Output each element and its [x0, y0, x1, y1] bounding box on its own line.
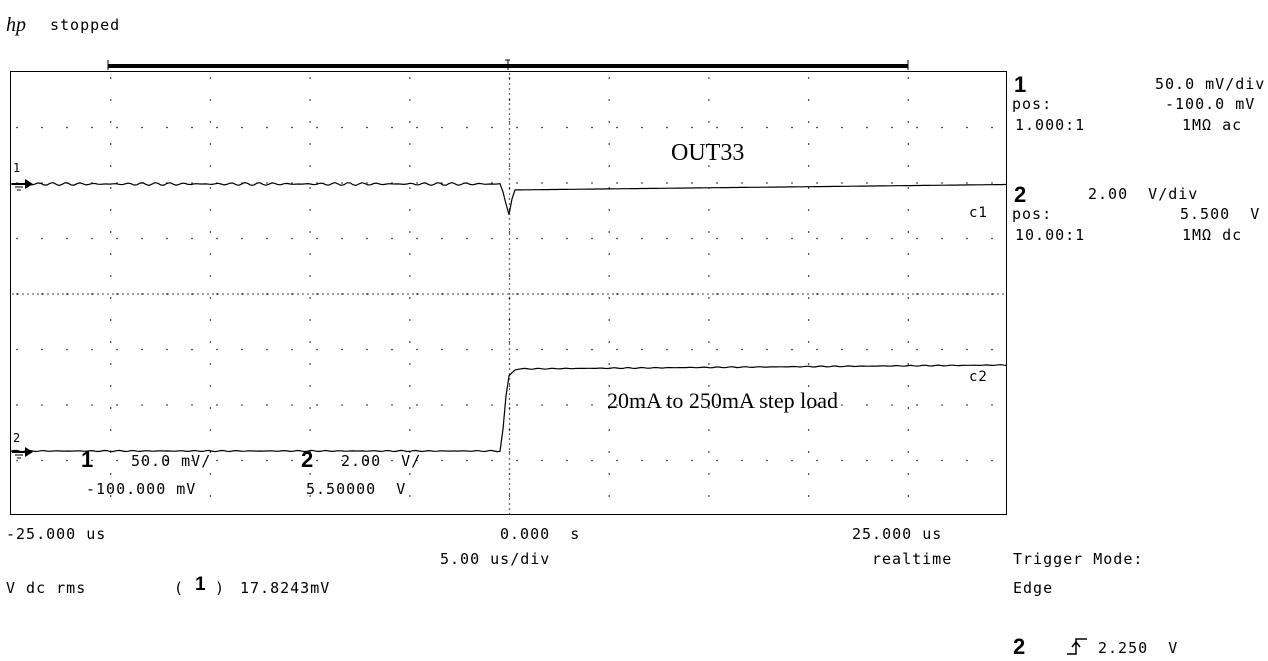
channel-2-ground-marker: 2 [12, 431, 33, 459]
time-left-label: -25.000 us [6, 525, 107, 543]
channel-1-number: 1 [1014, 72, 1027, 97]
trigger-level: 2.250 V [1098, 639, 1179, 657]
trigger-mode: Edge [1013, 579, 1054, 597]
measurement-channel-close: ) [215, 579, 226, 597]
timebase-per-div: 5.00 us/div [440, 550, 551, 568]
channel-1-coupling: 1MΩ ac [1182, 116, 1243, 134]
step-load-annotation: 20mA to 250mA step load [607, 388, 838, 413]
svg-text:1: 1 [13, 161, 20, 175]
channel-1-ground-marker: 1 [12, 161, 33, 191]
channel-2-scale: 2.00 V/div [1088, 185, 1199, 203]
overlay-channel-1-offset: -100.000 mV [86, 480, 197, 498]
channel-2-number: 2 [1014, 182, 1027, 207]
time-right-label: 25.000 us [852, 525, 943, 543]
trigger-channel: 2 [1013, 634, 1026, 659]
channel-1-trace [11, 181, 1007, 215]
measurement-channel: 1 [195, 574, 206, 595]
channel-2-trace [11, 364, 1008, 453]
trigger-mode-label: Trigger Mode: [1013, 550, 1144, 568]
time-reference-bar [107, 59, 909, 70]
waveform-display: 1 2 OUT33 c1 c2 20mA to 250mA step load … [10, 71, 1008, 515]
channel-1-scale: 50.0 mV/div [1155, 75, 1266, 93]
channel-1-probe: 1.000:1 [1015, 116, 1086, 134]
trace-label-c2: c2 [969, 369, 988, 385]
trace-label-c1: c1 [969, 205, 988, 221]
overlay-channel-1-number: 1 [81, 447, 94, 472]
channel-2-coupling: 1MΩ dc [1182, 226, 1243, 244]
channel-2-pos-label: pos: [1012, 205, 1053, 223]
measurement-channel-open: ( [174, 579, 185, 597]
channel-2-pos-value: 5.500 V [1180, 205, 1261, 223]
hp-logo: hp [6, 14, 26, 36]
waveform-title: OUT33 [671, 140, 745, 166]
overlay-channel-2-scale: 2.00 V/ [341, 452, 422, 470]
time-center-label: 0.000 s [500, 525, 581, 543]
channel-1-pos-value: -100.0 mV [1165, 95, 1256, 113]
overlay-channel-2-offset: 5.50000 V [306, 480, 407, 498]
rising-edge-icon [1067, 638, 1087, 655]
channel-1-pos-label: pos: [1012, 95, 1053, 113]
acquisition-mode: realtime [872, 550, 953, 568]
measurement-label: V dc rms [6, 579, 87, 597]
overlay-channel-2-number: 2 [301, 447, 314, 472]
graticule [12, 73, 1004, 515]
channel-2-probe: 10.00:1 [1015, 226, 1086, 244]
measurement-value: 17.8243mV [240, 579, 331, 597]
acquisition-status: stopped [50, 16, 121, 34]
overlay-channel-1-scale: 50.0 mV/ [131, 452, 212, 470]
trace-layer: 1 2 [11, 161, 1008, 459]
svg-text:2: 2 [13, 431, 20, 445]
